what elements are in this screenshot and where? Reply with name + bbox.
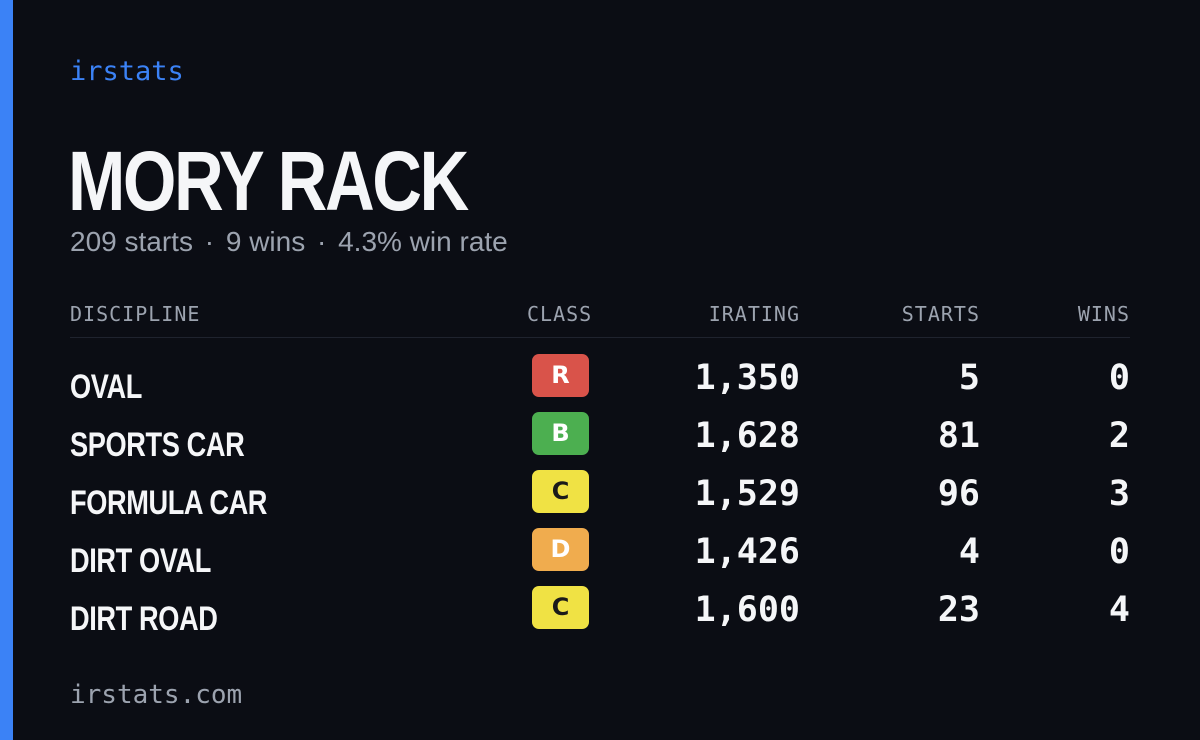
- class-badge: B: [532, 412, 589, 455]
- table-row: SPORTS CAR B 1,628 81 2: [0, 412, 1200, 470]
- header-wins: WINS: [1077, 302, 1130, 326]
- accent-bar: [0, 0, 13, 740]
- class-badge: C: [532, 470, 589, 513]
- starts-summary: 209 starts: [70, 226, 193, 257]
- header-irating: IRATING: [708, 302, 800, 326]
- driver-summary: 209 starts · 9 wins · 4.3% win rate: [70, 226, 508, 258]
- irating-value: 1,600: [694, 590, 800, 630]
- wins-value: 0: [1108, 358, 1130, 398]
- wins-value: 2: [1108, 416, 1130, 456]
- irating-value: 1,628: [694, 416, 800, 456]
- irating-value: 1,350: [694, 358, 800, 398]
- header-divider: [70, 337, 1130, 338]
- class-badge: R: [532, 354, 589, 397]
- table-row: FORMULA CAR C 1,529 96 3: [0, 470, 1200, 528]
- class-badge: C: [532, 586, 589, 629]
- starts-value: 81: [937, 416, 980, 456]
- wins-value: 3: [1108, 474, 1130, 514]
- table-row: DIRT ROAD C 1,600 23 4: [0, 586, 1200, 644]
- win-rate-summary: 4.3% win rate: [338, 226, 508, 257]
- class-badge: D: [532, 528, 589, 571]
- driver-name: MORY RACK: [68, 134, 469, 228]
- irating-value: 1,529: [694, 474, 800, 514]
- separator: ·: [204, 226, 215, 257]
- discipline-name: SPORTS CAR: [70, 426, 245, 464]
- starts-value: 5: [958, 358, 980, 398]
- starts-value: 23: [937, 590, 980, 630]
- discipline-name: DIRT ROAD: [70, 600, 218, 638]
- starts-value: 4: [958, 532, 980, 572]
- table-row: DIRT OVAL D 1,426 4 0: [0, 528, 1200, 586]
- separator: ·: [317, 226, 327, 257]
- header-starts: STARTS: [901, 302, 980, 326]
- wins-value: 4: [1108, 590, 1130, 630]
- wins-summary: 9 wins: [225, 226, 306, 257]
- table-row: OVAL R 1,350 5 0: [0, 354, 1200, 412]
- header-class: CLASS: [527, 302, 593, 326]
- discipline-name: DIRT OVAL: [70, 542, 211, 580]
- discipline-name: FORMULA CAR: [70, 484, 268, 522]
- starts-value: 96: [937, 474, 980, 514]
- irating-value: 1,426: [694, 532, 800, 572]
- wins-value: 0: [1108, 532, 1130, 572]
- footer-link[interactable]: irstats.com: [70, 680, 243, 710]
- header-discipline: DISCIPLINE: [70, 302, 201, 326]
- discipline-name: OVAL: [70, 368, 142, 406]
- brand-logo[interactable]: irstats: [70, 56, 184, 87]
